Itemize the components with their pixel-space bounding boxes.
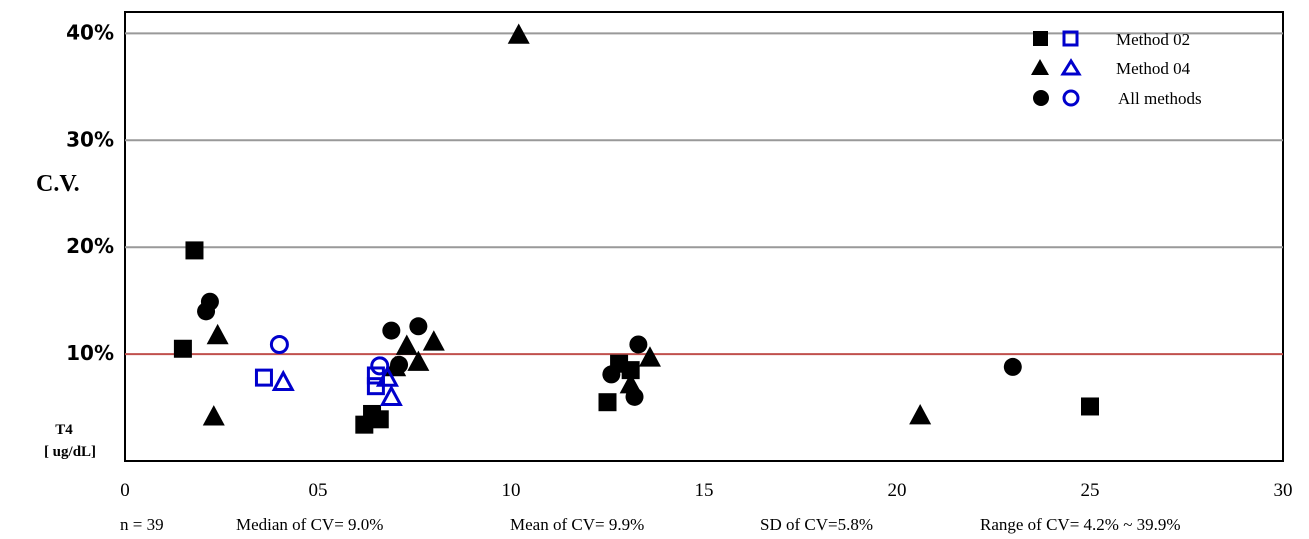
unit-label: [ ug/dL] [44,444,96,460]
data-point-triangle-open [379,384,403,407]
data-point-circle-filled [625,387,644,406]
data-point-triangle-filled [202,405,225,426]
x-tick-label: 05 [309,480,328,501]
analyte-label: T4 [55,422,73,438]
legend-label-method04: Method 04 [1116,59,1191,78]
legend-all-filled-circle-icon [1033,90,1049,106]
data-point-circle-filled [382,321,401,340]
stat-n: n = 39 [120,515,164,534]
data-point-square-open [254,368,273,387]
data-point-circle-filled [1003,357,1022,376]
legend-method04-filled-triangle-icon [1031,59,1049,75]
y-tick-label: 40% [66,20,114,44]
statistics-footer: n = 39 Median of CV= 9.0% Mean of CV= 9.… [120,515,1181,534]
data-point-triangle-open [271,369,295,392]
stat-median: Median of CV= 9.0% [236,515,383,534]
gridlines [125,32,1283,249]
y-axis-label: C.V. [36,171,80,197]
legend: Method 02 Method 04 All methods [1031,30,1202,108]
data-point-triangle-filled [507,23,530,44]
data-point-circle-open [269,334,289,354]
stat-mean: Mean of CV= 9.9% [510,515,644,534]
data-point-square-filled [370,410,389,429]
data-point-square-filled [598,393,617,412]
x-tick-labels: 0 05 10 15 20 25 30 [120,480,1292,501]
legend-method04-open-triangle-icon [1060,58,1082,76]
legend-label-all-methods: All methods [1118,89,1202,108]
stat-range: Range of CV= 4.2% ~ 39.9% [980,515,1181,534]
data-point-circle-filled [409,317,428,336]
data-point-square-filled [185,241,204,260]
x-tick-label: 25 [1081,480,1100,501]
data-points [173,23,1099,434]
x-tick-label: 30 [1274,480,1293,501]
data-point-square-filled [621,361,640,380]
data-point-triangle-filled [638,346,661,367]
data-point-triangle-filled [395,334,418,355]
y-tick-label: 30% [66,127,114,151]
legend-method02-filled-square-icon [1033,31,1048,46]
x-tick-label: 20 [888,480,907,501]
y-tick-label: 20% [66,234,114,258]
data-point-circle-filled [629,335,648,354]
legend-all-open-circle-icon [1062,89,1080,107]
data-point-triangle-open [375,365,399,387]
x-tick-label: 0 [120,480,130,501]
stat-sd: SD of CV=5.8% [760,515,873,534]
data-point-triangle-filled [206,323,229,345]
y-tick-label: 10% [66,341,114,365]
x-tick-label: 10 [502,480,521,501]
data-point-circle-filled [200,292,219,311]
data-point-circle-filled [602,365,621,384]
legend-method02-open-square-icon [1062,30,1079,47]
data-point-square-filled [1081,397,1099,416]
data-point-square-filled [173,339,192,358]
data-point-triangle-filled [407,350,430,371]
plot-area [124,11,1284,462]
data-point-triangle-filled [422,330,445,351]
data-point-triangle-filled [909,404,932,425]
y-tick-labels: 10% 20% 30% 40% [66,20,114,365]
data-point-circle-open [370,356,390,376]
legend-label-method02: Method 02 [1116,30,1190,49]
x-tick-label: 15 [695,480,714,501]
data-point-circle-filled [390,355,409,374]
